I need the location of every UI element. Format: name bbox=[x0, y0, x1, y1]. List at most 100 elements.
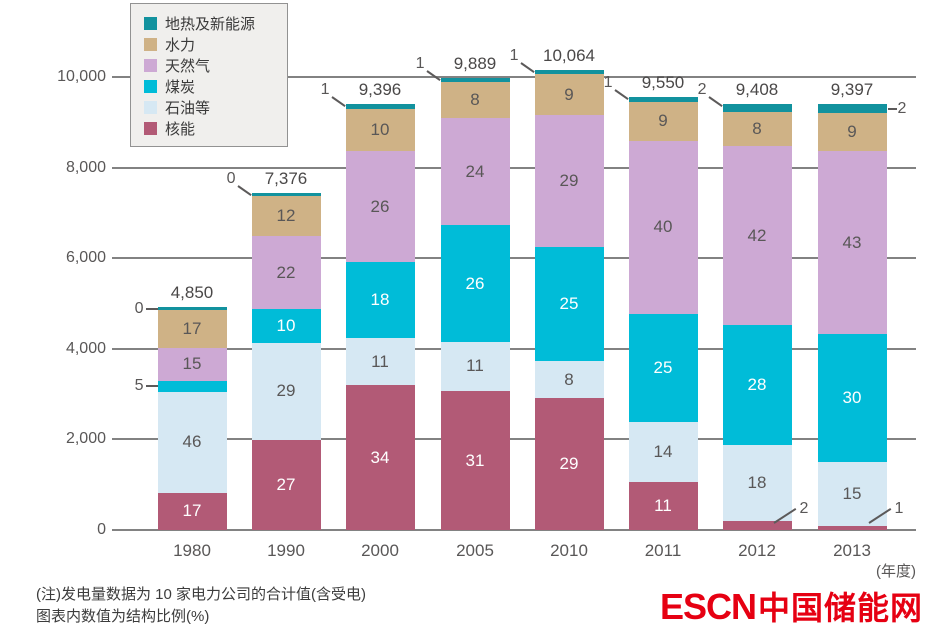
legend-swatch-hydro bbox=[144, 38, 157, 51]
segment-value-label: 11 bbox=[371, 351, 389, 371]
total-label: 7,376 bbox=[264, 168, 308, 188]
bar-segment-oil bbox=[345, 338, 415, 386]
legend-item-geothermal-new-energy: 地热及新能源 bbox=[131, 13, 287, 34]
bar-segment-hydro bbox=[534, 74, 604, 116]
bar-segment-gas bbox=[157, 347, 227, 381]
legend-swatch-geothermal-new-energy bbox=[144, 17, 157, 30]
total-label: 9,408 bbox=[735, 79, 779, 99]
outside-value-label: 0 bbox=[226, 169, 236, 187]
gridline bbox=[112, 257, 916, 260]
bar-segment-geothermal-new-energy bbox=[157, 307, 227, 311]
outside-value-label: 1 bbox=[320, 81, 330, 99]
bar-segment-hydro bbox=[817, 112, 887, 152]
legend-item-nuclear: 核能 bbox=[131, 118, 287, 139]
total-label: 10,064 bbox=[543, 45, 595, 65]
bar-segment-geothermal-new-energy bbox=[722, 103, 792, 113]
segment-value-label: 10 bbox=[276, 316, 296, 336]
logo-chinese-text: 中国储能网 bbox=[757, 590, 923, 626]
bar-segment-hydro bbox=[722, 112, 792, 147]
segment-value-label: 22 bbox=[276, 262, 296, 282]
logo: ESCN中国储能网 bbox=[660, 583, 923, 629]
gridline bbox=[112, 76, 916, 78]
bar-segment-nuclear bbox=[817, 525, 887, 530]
total-label: 9,397 bbox=[830, 80, 874, 100]
segment-value-label: 46 bbox=[182, 432, 202, 452]
bar-segment-gas bbox=[534, 115, 604, 248]
bar-segment-geothermal-new-energy bbox=[534, 69, 604, 75]
segment-value-label: 8 bbox=[564, 369, 574, 389]
y-tick-label: 4,000 bbox=[65, 339, 106, 357]
bar-segment-gas bbox=[628, 140, 698, 314]
segment-value-label: 17 bbox=[182, 501, 202, 521]
bar-segment-gas bbox=[345, 151, 415, 262]
y-tick-label: 10,000 bbox=[57, 68, 106, 85]
bar-segment-geothermal-new-energy bbox=[628, 97, 698, 102]
segment-value-label: 25 bbox=[653, 357, 673, 377]
segment-value-label: 9 bbox=[847, 121, 857, 141]
bar-segment-oil bbox=[440, 341, 510, 392]
legend-label-hydro: 水力 bbox=[165, 37, 196, 54]
segment-value-label: 10 bbox=[370, 119, 390, 139]
logo-latin-text: ESCN bbox=[659, 586, 757, 627]
bar-segment-nuclear bbox=[534, 397, 604, 530]
outside-value-label: 2 bbox=[799, 500, 809, 517]
total-label: 4,850 bbox=[170, 283, 214, 303]
bar-segment-hydro bbox=[157, 310, 227, 348]
bar-segment-nuclear bbox=[345, 385, 415, 530]
segment-value-label: 26 bbox=[370, 196, 390, 216]
segment-value-label: 14 bbox=[653, 442, 673, 462]
x-tick-label: 2012 bbox=[738, 541, 776, 560]
y-tick-label: 8,000 bbox=[65, 158, 106, 176]
legend: 地热及新能源 水力 天然气 煤炭 石油等 核能 bbox=[130, 3, 288, 147]
x-tick-label: 1990 bbox=[267, 541, 305, 560]
label-leader-line bbox=[145, 307, 158, 310]
bar-segment-geothermal-new-energy bbox=[817, 104, 887, 113]
segment-value-label: 17 bbox=[182, 318, 202, 338]
segment-value-label: 18 bbox=[370, 290, 390, 310]
bar-segment-coal bbox=[251, 309, 321, 343]
bar-segment-coal bbox=[534, 247, 604, 362]
segment-value-label: 40 bbox=[653, 217, 673, 237]
y-tick-label: 0 bbox=[97, 521, 106, 538]
legend-label-coal: 煤炭 bbox=[165, 79, 196, 96]
segment-value-label: 28 bbox=[747, 375, 767, 395]
bar-segment-oil bbox=[817, 461, 887, 526]
bar-segment-gas bbox=[817, 151, 887, 335]
y-tick-label: 6,000 bbox=[65, 249, 106, 267]
outside-value-label: 1 bbox=[894, 500, 904, 517]
bar-segment-gas bbox=[722, 146, 792, 326]
segment-value-label: 8 bbox=[470, 89, 480, 109]
x-tick-label: 1980 bbox=[173, 541, 211, 560]
segment-value-label: 42 bbox=[747, 225, 767, 245]
bar-segment-gas bbox=[440, 117, 510, 226]
bar-segment-coal bbox=[440, 225, 510, 342]
legend-swatch-coal bbox=[144, 80, 157, 93]
total-label: 9,550 bbox=[641, 73, 685, 93]
segment-value-label: 27 bbox=[276, 474, 296, 494]
legend-label-gas: 天然气 bbox=[165, 58, 211, 75]
bar-segment-nuclear bbox=[251, 439, 321, 530]
outside-value-label: 1 bbox=[603, 74, 613, 92]
segment-value-label: 15 bbox=[842, 483, 862, 503]
outside-value-label: 2 bbox=[897, 99, 907, 117]
gridline bbox=[112, 166, 916, 169]
bar-segment-nuclear bbox=[440, 391, 510, 530]
gridline bbox=[112, 438, 916, 441]
legend-swatch-gas bbox=[144, 59, 157, 72]
segment-value-label: 9 bbox=[658, 111, 668, 131]
x-axis-unit-label: (年度) bbox=[876, 563, 916, 580]
outside-value-label: 1 bbox=[415, 54, 425, 72]
y-tick-label: 2,000 bbox=[65, 430, 106, 448]
x-tick-label: 2011 bbox=[644, 541, 682, 560]
segment-value-label: 15 bbox=[182, 354, 202, 374]
segment-value-label: 12 bbox=[276, 205, 296, 225]
bar-segment-hydro bbox=[251, 195, 321, 236]
legend-label-geothermal-new-energy: 地热及新能源 bbox=[165, 16, 256, 33]
segment-value-label: 29 bbox=[559, 171, 579, 191]
segment-value-label: 29 bbox=[276, 381, 296, 401]
segment-value-label: 11 bbox=[466, 356, 484, 376]
x-tick-label: 2010 bbox=[550, 541, 588, 560]
segment-value-label: 11 bbox=[654, 496, 672, 516]
bar-segment-geothermal-new-energy bbox=[440, 77, 510, 83]
